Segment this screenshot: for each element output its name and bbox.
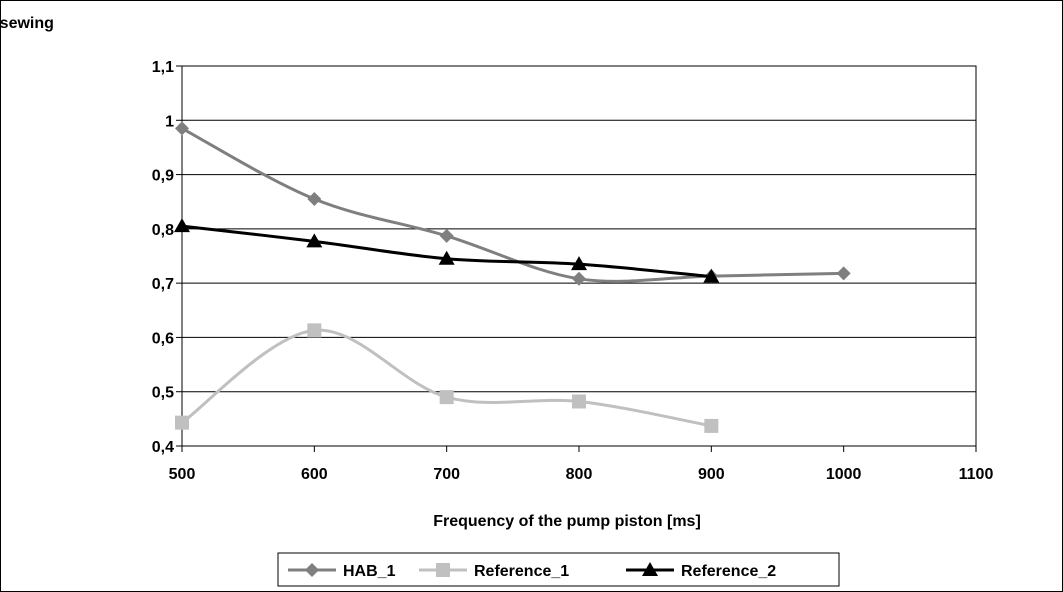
y-tick-label: 0,5 [152, 385, 174, 402]
data-point-reference-1 [440, 390, 454, 404]
series-line-reference-1 [182, 330, 711, 426]
data-point-reference-1 [175, 416, 189, 430]
y-axis-title-line: EOC/Cross section of the aorta at the [1, 1, 143, 5]
legend-label: Reference_1 [474, 563, 569, 580]
data-point-hab-1 [440, 229, 454, 243]
y-tick-label: 1 [165, 113, 174, 130]
data-point-hab-1 [307, 192, 321, 206]
y-tick-label: 0,6 [152, 330, 174, 347]
data-point-reference-1 [572, 394, 586, 408]
legend-label: Reference_2 [681, 563, 776, 580]
data-point-hab-1 [837, 266, 851, 280]
x-tick-label: 1000 [826, 466, 862, 483]
plot-area [182, 66, 976, 446]
legend-label: HAB_1 [343, 563, 396, 580]
y-tick-label: 0,8 [152, 222, 174, 239]
legend: HAB_1 Reference_1 Reference_2 [278, 553, 839, 586]
x-tick-label: 700 [433, 466, 460, 483]
x-tick-label: 1100 [959, 466, 994, 483]
x-tick-label: 900 [698, 466, 725, 483]
data-point-hab-1 [175, 121, 189, 135]
legend-marker [436, 563, 450, 577]
data-point-reference-2 [174, 218, 190, 232]
x-tick-label: 800 [566, 466, 593, 483]
series-reference-1 [175, 323, 718, 433]
series-reference-2 [174, 218, 719, 282]
data-point-reference-1 [307, 323, 321, 337]
y-tick-label: 0,4 [152, 439, 174, 456]
y-tick-label: 0,7 [152, 276, 174, 293]
y-tick-label: 1,1 [152, 59, 174, 76]
y-axis-title-line: site of sewing [1, 15, 54, 32]
y-tick-label: 0,9 [152, 168, 174, 185]
x-tick-label: 600 [301, 466, 328, 483]
data-point-hab-1 [572, 272, 586, 286]
x-axis-title: Frequency of the pump piston [ms] [433, 513, 701, 530]
x-tick-label: 500 [169, 466, 196, 483]
data-point-reference-1 [704, 419, 718, 433]
series-line-hab-1 [182, 128, 844, 281]
